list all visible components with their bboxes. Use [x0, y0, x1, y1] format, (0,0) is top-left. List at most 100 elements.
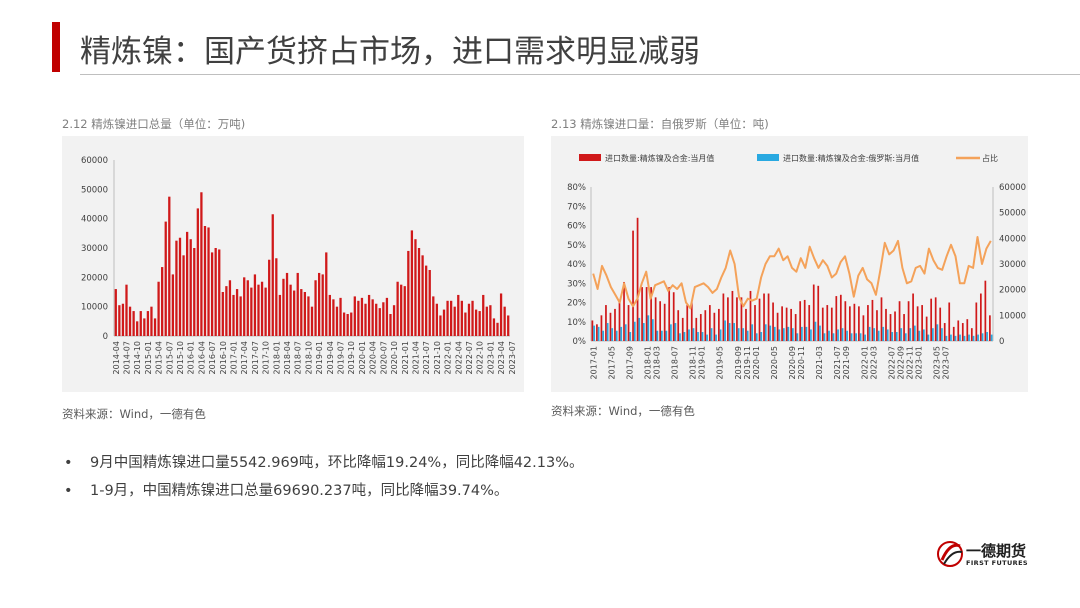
bar-russia	[954, 335, 957, 341]
bar-russia	[828, 330, 830, 341]
x-tick-label: 2014-04	[112, 341, 121, 374]
bar-total	[862, 315, 865, 341]
bar-total	[889, 314, 892, 341]
bar	[264, 287, 267, 336]
bar	[478, 311, 481, 336]
bar	[235, 289, 239, 336]
bar-russia	[642, 323, 645, 341]
x-tick-label: 2021-04	[411, 341, 420, 374]
bullet-list: • 9月中国精炼镍进口量5542.969吨，环比降幅19.24%，同比降幅42.1…	[64, 452, 584, 508]
y-tick-label: 50000	[81, 185, 108, 195]
x-tick-label: 2015-01	[144, 341, 153, 374]
bar-total	[916, 306, 919, 341]
bar-russia	[959, 334, 961, 341]
logo-icon	[937, 541, 963, 567]
bar	[285, 272, 289, 336]
bar-russia	[679, 333, 681, 341]
bar-total	[600, 315, 603, 341]
bar	[439, 315, 442, 336]
bar	[378, 308, 381, 336]
bullet-item: • 1-9月，中国精炼镍进口总量69690.237吨，同比降幅39.74%。	[64, 480, 584, 508]
bar-russia	[864, 334, 866, 341]
bar-total	[934, 297, 937, 341]
bar-total	[898, 301, 901, 341]
x-tick-label: 2019-11	[743, 346, 752, 379]
bar	[246, 280, 249, 336]
x-tick-label: 2019-04	[326, 341, 335, 374]
bar-total	[808, 305, 811, 341]
bar-russia	[683, 332, 686, 341]
bar	[114, 289, 117, 336]
bar	[375, 303, 378, 336]
bar-russia	[633, 321, 636, 341]
bar	[136, 321, 139, 336]
left-tick-label: 80%	[567, 183, 586, 193]
bar	[382, 302, 385, 336]
bar-total	[668, 287, 671, 341]
x-tick-label: 2019-01	[315, 341, 324, 374]
x-tick-label: 2022-10	[476, 341, 485, 374]
x-tick-label: 2018-07	[294, 341, 303, 374]
bar-total	[957, 320, 960, 341]
bar-total	[912, 293, 914, 341]
bar-total	[781, 306, 783, 341]
legend-label: 占比	[982, 153, 998, 163]
bar-russia	[602, 330, 605, 341]
x-tick-label: 2020-01	[752, 346, 761, 379]
bar-russia	[936, 324, 939, 341]
bar	[125, 284, 128, 336]
bar-russia	[769, 325, 772, 341]
x-tick-label: 2023-07	[508, 341, 517, 374]
bar	[132, 311, 135, 336]
legend-swatch	[579, 154, 601, 161]
left-chart-panel: 0 10000 20000 30000 40000 50000 60000 2014-04 20…	[62, 136, 524, 392]
bar	[392, 305, 396, 336]
bar	[303, 292, 307, 336]
bar-total	[618, 299, 621, 341]
bar	[293, 290, 296, 336]
bar-total	[654, 297, 657, 341]
bar-total	[903, 314, 905, 341]
bar-total	[659, 301, 662, 341]
bar-russia	[990, 334, 993, 341]
bar-total	[830, 307, 833, 341]
bar	[407, 250, 410, 336]
bar	[482, 294, 485, 336]
left-chart-source: 资料来源：Wind，一德有色	[62, 407, 206, 421]
bar-russia	[701, 332, 704, 341]
bar-total	[853, 303, 856, 341]
bar-russia	[674, 323, 677, 341]
bar-total	[632, 230, 634, 341]
bar	[503, 306, 506, 336]
x-tick-label: 2020-09	[788, 346, 797, 379]
bar-total	[699, 314, 702, 341]
bar	[435, 303, 439, 336]
bar-russia	[782, 328, 785, 341]
x-tick-label: 2022-01	[444, 341, 453, 374]
bar	[321, 274, 324, 336]
bar	[507, 315, 510, 336]
bar-russia	[981, 333, 984, 341]
x-tick-label: 2017-01	[589, 346, 598, 379]
bar	[121, 303, 125, 336]
bar	[207, 227, 210, 336]
bar	[499, 293, 503, 336]
bar-total	[894, 311, 896, 341]
x-tick-label: 2021-01	[401, 341, 410, 374]
bar	[425, 265, 428, 336]
bar-russia	[882, 326, 885, 341]
bar-russia	[968, 334, 970, 341]
bar	[221, 292, 224, 336]
bar-total	[844, 301, 847, 341]
bar	[471, 300, 474, 336]
bar	[218, 249, 221, 336]
bar-russia	[986, 332, 988, 341]
x-tick-label: 2021-07	[422, 341, 431, 374]
bar-total	[970, 328, 973, 341]
bar-russia	[977, 334, 979, 341]
bar	[371, 299, 374, 336]
bar-total	[799, 301, 802, 341]
bar-russia	[873, 328, 876, 341]
bar-total	[948, 302, 951, 341]
x-tick-label: 2015-07	[165, 341, 174, 374]
